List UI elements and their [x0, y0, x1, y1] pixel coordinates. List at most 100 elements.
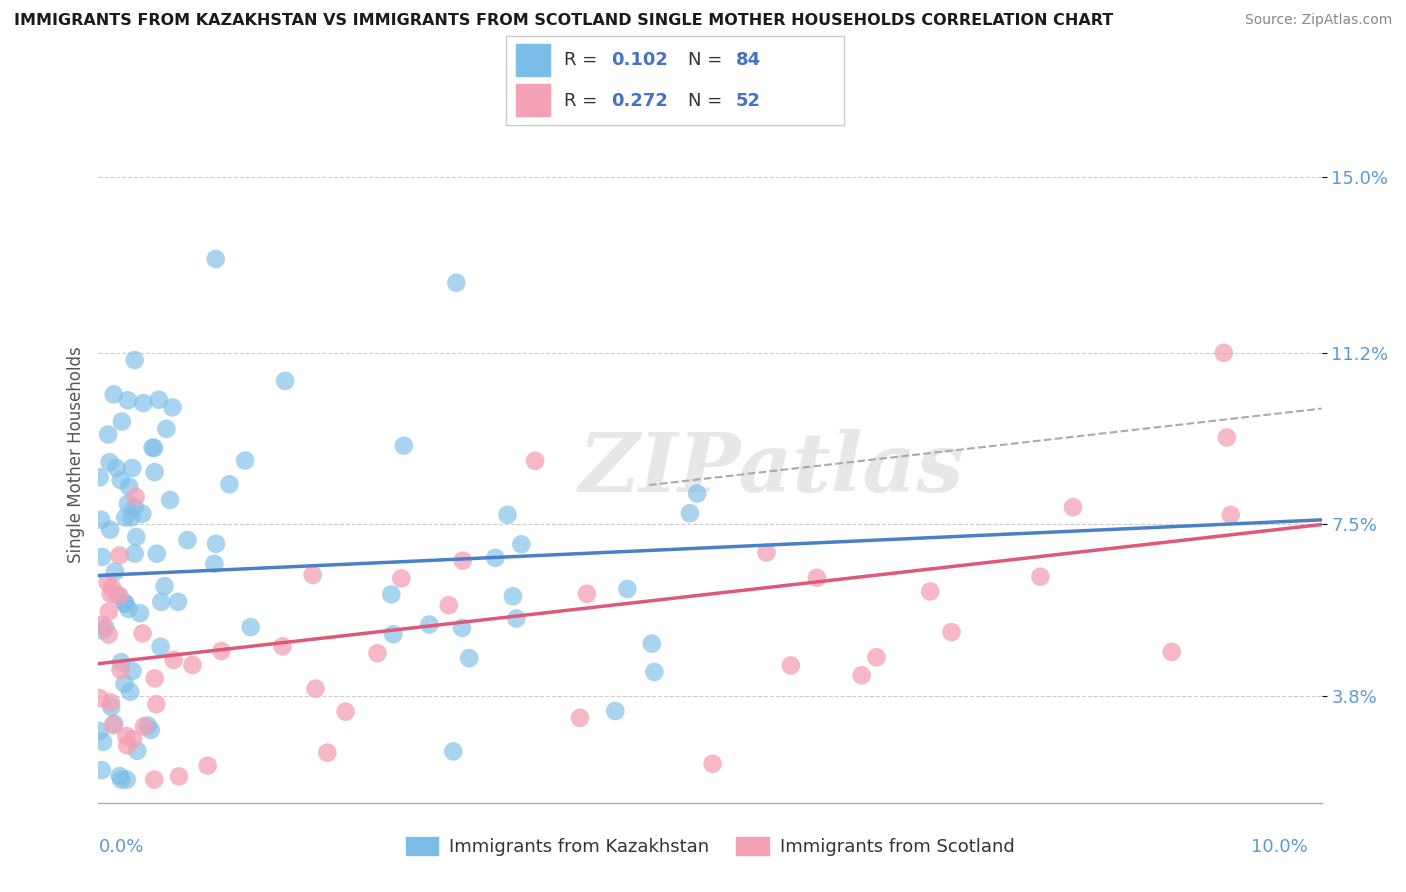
Point	[865, 650, 887, 665]
Point	[139, 723, 162, 737]
Point	[218, 477, 240, 491]
Point	[125, 530, 148, 544]
Point	[124, 490, 146, 504]
Point	[451, 621, 474, 635]
Point	[502, 589, 524, 603]
Point	[149, 640, 172, 654]
Point	[141, 441, 163, 455]
Point	[851, 668, 873, 682]
Point	[131, 626, 153, 640]
Point	[304, 681, 326, 696]
Point	[98, 455, 121, 469]
Point	[616, 582, 638, 596]
Point	[233, 453, 256, 467]
Text: N =: N =	[689, 92, 728, 110]
Text: IMMIGRANTS FROM KAZAKHSTAN VS IMMIGRANTS FROM SCOTLAND SINGLE MOTHER HOUSEHOLDS : IMMIGRANTS FROM KAZAKHSTAN VS IMMIGRANTS…	[14, 13, 1114, 29]
Point	[89, 691, 111, 706]
Point	[115, 772, 138, 787]
Text: R =: R =	[564, 51, 603, 69]
Point	[605, 704, 627, 718]
Point	[100, 699, 122, 714]
Point	[458, 651, 481, 665]
Point	[167, 595, 190, 609]
Point	[150, 595, 173, 609]
Point	[115, 729, 138, 743]
Point	[389, 571, 412, 585]
Point	[89, 724, 111, 739]
Point	[110, 655, 132, 669]
Point	[271, 640, 294, 654]
Point	[451, 553, 474, 567]
Point	[117, 497, 139, 511]
Point	[132, 396, 155, 410]
Point	[124, 547, 146, 561]
Point	[108, 549, 131, 563]
Point	[120, 685, 142, 699]
Point	[111, 415, 134, 429]
Point	[121, 461, 143, 475]
Text: N =: N =	[689, 51, 728, 69]
Point	[702, 756, 724, 771]
Point	[105, 461, 128, 475]
Point	[91, 624, 114, 638]
Point	[117, 393, 139, 408]
Point	[121, 664, 143, 678]
Point	[110, 473, 132, 487]
Point	[418, 617, 440, 632]
Point	[91, 735, 114, 749]
Point	[110, 663, 132, 677]
Point	[755, 545, 778, 559]
Bar	[516, 44, 550, 76]
Point	[117, 602, 139, 616]
Point	[941, 625, 963, 640]
Point	[114, 597, 136, 611]
Point	[679, 506, 702, 520]
Point	[575, 587, 598, 601]
Point	[162, 401, 184, 415]
Point	[643, 665, 665, 679]
Point	[163, 653, 186, 667]
Point	[1029, 570, 1052, 584]
Point	[97, 575, 120, 590]
Point	[197, 758, 219, 772]
Point	[446, 276, 468, 290]
Point	[94, 621, 117, 635]
Point	[131, 507, 153, 521]
Point	[437, 599, 460, 613]
Point	[382, 627, 405, 641]
Text: 0.102: 0.102	[610, 51, 668, 69]
Text: 52: 52	[735, 92, 761, 110]
Point	[143, 672, 166, 686]
Text: R =: R =	[564, 92, 603, 110]
Bar	[516, 84, 550, 116]
Point	[91, 617, 114, 632]
Point	[366, 646, 388, 660]
Point	[101, 581, 124, 595]
Point	[209, 644, 232, 658]
Point	[104, 565, 127, 579]
Legend: Immigrants from Kazakhstan, Immigrants from Scotland: Immigrants from Kazakhstan, Immigrants f…	[398, 830, 1022, 863]
Point	[103, 387, 125, 401]
Text: ZIPatlas: ZIPatlas	[578, 429, 965, 508]
Point	[124, 353, 146, 368]
Point	[1160, 645, 1182, 659]
Point	[167, 769, 190, 783]
Point	[89, 470, 111, 484]
Point	[301, 568, 323, 582]
Point	[100, 696, 122, 710]
Point	[205, 537, 228, 551]
Point	[505, 611, 527, 625]
Y-axis label: Single Mother Households: Single Mother Households	[66, 347, 84, 563]
Point	[108, 589, 131, 603]
Point	[380, 587, 402, 601]
Point	[155, 422, 177, 436]
Point	[98, 523, 121, 537]
Point	[143, 465, 166, 479]
Point	[114, 677, 136, 691]
Point	[129, 606, 152, 620]
Point	[510, 537, 533, 551]
Point	[114, 596, 136, 610]
Point	[118, 480, 141, 494]
Point	[90, 763, 112, 777]
Point	[136, 718, 159, 732]
